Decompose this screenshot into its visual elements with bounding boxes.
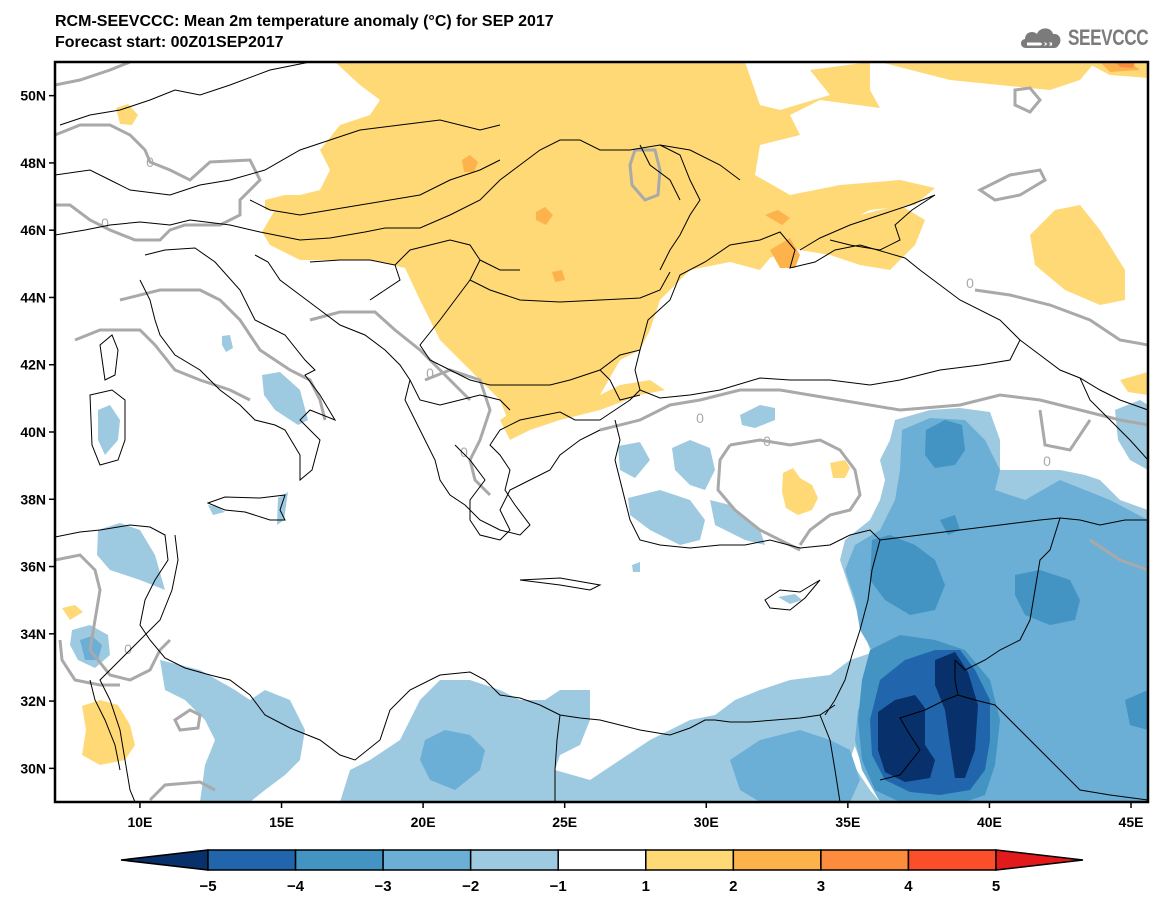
cyprus-coast (764, 579, 821, 611)
map-title: RCM-SEEVCCC: Mean 2m temperature anomaly… (55, 13, 554, 30)
y-tick-label: 36N (20, 559, 46, 575)
isoline-label: 0 (101, 215, 109, 231)
cool-area-turkey-west (618, 442, 650, 478)
isoline-label: 0 (1043, 453, 1051, 469)
cool-area-tunisia (97, 523, 165, 590)
warm-area-turkey-east (830, 460, 850, 478)
cool-area-turkey-center-west (672, 440, 715, 490)
logo-text: SEEVCCC (1068, 25, 1149, 50)
colorbar-label: −3 (375, 878, 392, 895)
country-borders (55, 62, 1148, 802)
coastlines (55, 194, 1021, 761)
isoline-label: 0 (966, 275, 974, 291)
crete-coast (519, 577, 602, 591)
colorbar-label: −4 (287, 878, 305, 895)
cloud-icon (1020, 28, 1061, 48)
colorbar-label: −5 (199, 878, 216, 895)
greece-coast (454, 429, 601, 541)
isoline-label: 0 (696, 410, 704, 426)
italy-coast (139, 247, 337, 482)
colorbar-label: 2 (729, 878, 737, 895)
x-tick-label: 40E (977, 814, 1002, 830)
corsica-coast (99, 334, 119, 381)
y-tick-label: 46N (20, 222, 46, 238)
y-tick-label: 32N (20, 693, 46, 709)
cool-area-sicily (208, 505, 225, 515)
forecast-start-label: Forecast start: 00Z01SEP2017 (55, 34, 284, 51)
x-tick-label: 35E (835, 814, 860, 830)
cool-area-italy-south (262, 372, 308, 425)
x-axis: 10E 15E 20E 25E 30E 35E 40E 45E (127, 802, 1143, 830)
x-tick-label: 30E (694, 814, 719, 830)
y-tick-label: 30N (20, 760, 46, 776)
y-axis: 50N 48N 46N 44N 42N 40N 38N 36N 34N 32N 30N (20, 88, 55, 776)
x-tick-label: 45E (1119, 814, 1144, 830)
x-tick-label: 15E (269, 814, 294, 830)
warm-area-north-ukraine (720, 62, 1095, 90)
colorbar-box (907, 849, 997, 871)
x-tick-label: 25E (552, 814, 577, 830)
zero-isolines (55, 62, 1148, 802)
x-tick-label: 20E (411, 814, 436, 830)
isoline-label: 0 (426, 365, 434, 381)
y-tick-label: 34N (20, 626, 46, 642)
anomaly-field: 0 0 0 0 0 0 0 0 0 (55, 62, 1148, 802)
warm-area-caucasus (1030, 205, 1125, 305)
warm-area-tunisia-algeria (82, 700, 135, 765)
turkey-coast (614, 419, 881, 549)
warm-area-algeria-small (62, 605, 83, 620)
colorbar-extend-low (120, 849, 209, 871)
colorbar-box (294, 849, 384, 871)
x-tick-label: 10E (127, 814, 152, 830)
colorbar-label: 5 (992, 878, 1000, 895)
y-tick-label: 40N (20, 424, 46, 440)
colorbar-label: 4 (904, 878, 913, 895)
cool-area-cyprus (778, 594, 802, 604)
colorbar-label: −2 (462, 878, 479, 895)
colorbar-box (645, 849, 735, 871)
y-tick-label: 48N (20, 155, 46, 171)
y-tick-label: 50N (20, 88, 46, 104)
levant-coast (824, 539, 881, 716)
isoline-label: 0 (124, 641, 132, 657)
colorbar: −5 −4 −3 −2 −1 1 2 3 4 5 (120, 849, 1084, 895)
colorbar-box (557, 849, 647, 871)
cool-area-italy-center (222, 335, 233, 352)
colorbar-label: −1 (550, 878, 567, 895)
colorbar-box (382, 849, 472, 871)
cool-anomaly-below-5 (878, 652, 978, 782)
sicily-coast (206, 494, 286, 521)
cool-area-east-turkey (1115, 400, 1148, 470)
cool-area-libya (160, 660, 305, 802)
colorbar-box (207, 849, 297, 871)
seevccc-logo: SEEVCCC (1018, 24, 1165, 52)
isoline-label: 0 (460, 444, 468, 460)
isoline-label: 0 (146, 154, 154, 170)
y-tick-label: 42N (20, 357, 46, 373)
warm-area-turkey-central (782, 468, 818, 515)
sardinia-coast (89, 389, 126, 466)
warm-area-bulgaria-coast (500, 380, 665, 440)
colorbar-box (820, 849, 910, 871)
colorbar-label: 3 (817, 878, 825, 895)
y-tick-label: 38N (20, 491, 46, 507)
warm-anomaly-areas (62, 62, 1148, 765)
colorbar-box (469, 849, 559, 871)
y-tick-label: 44N (20, 289, 46, 305)
colorbar-label: 1 (642, 878, 650, 895)
warm-area-east-edge (1120, 372, 1148, 395)
black-sea-coast (634, 231, 1021, 399)
cool-area-turkey-aegean (628, 490, 705, 545)
colorbar-box (732, 849, 822, 871)
zero-isoline-labels: 0 0 0 0 0 0 0 0 0 (101, 154, 1051, 657)
north-africa-coast (55, 524, 836, 761)
warm-area-crimea-coast (760, 205, 925, 270)
colorbar-extend-high (995, 849, 1084, 871)
warm-anomaly-3-4 (1115, 62, 1135, 68)
isoline-label: 0 (763, 433, 771, 449)
cool-area-sardinia (98, 405, 120, 455)
warm-area-central-europe (262, 62, 935, 425)
cool-area-turkey-north (740, 405, 775, 428)
